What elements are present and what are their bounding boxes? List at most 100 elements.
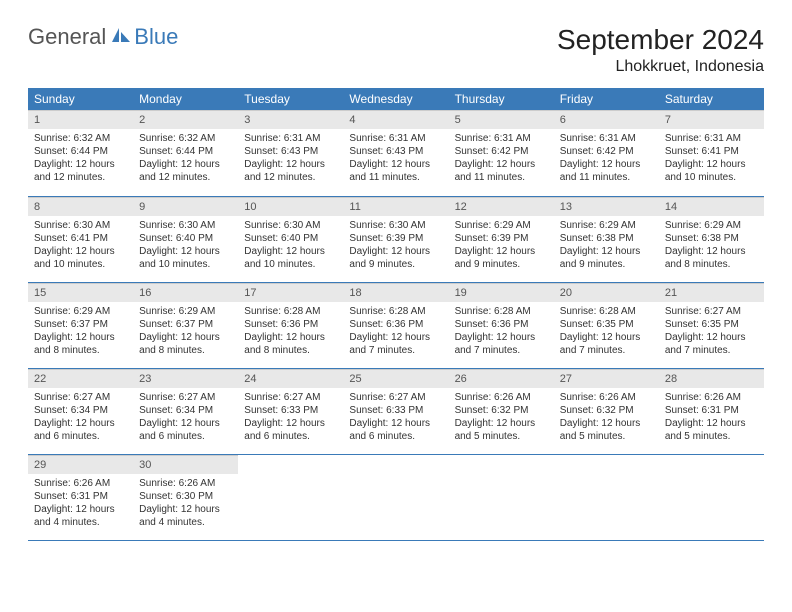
sunset-line: Sunset: 6:39 PM [349,232,442,245]
sunrise-line: Sunrise: 6:29 AM [139,305,232,318]
day-number: 27 [554,369,659,388]
sunset-line: Sunset: 6:43 PM [349,145,442,158]
sunset-line: Sunset: 6:40 PM [244,232,337,245]
sunset-line: Sunset: 6:35 PM [665,318,758,331]
sunrise-line: Sunrise: 6:30 AM [34,219,127,232]
sunset-line: Sunset: 6:43 PM [244,145,337,158]
calendar-day-cell: 12Sunrise: 6:29 AMSunset: 6:39 PMDayligh… [449,196,554,282]
day-content: Sunrise: 6:30 AMSunset: 6:40 PMDaylight:… [238,216,343,275]
calendar-day-cell: 18Sunrise: 6:28 AMSunset: 6:36 PMDayligh… [343,282,448,368]
location: Lhokkruet, Indonesia [557,58,764,76]
daylight-line: Daylight: 12 hours and 5 minutes. [665,417,758,443]
sunrise-line: Sunrise: 6:26 AM [455,391,548,404]
daylight-line: Daylight: 12 hours and 7 minutes. [455,331,548,357]
calendar-day-cell: 29Sunrise: 6:26 AMSunset: 6:31 PMDayligh… [28,454,133,540]
calendar-day-cell: 6Sunrise: 6:31 AMSunset: 6:42 PMDaylight… [554,110,659,196]
day-number: 13 [554,197,659,216]
calendar-week-row: 29Sunrise: 6:26 AMSunset: 6:31 PMDayligh… [28,454,764,540]
sunset-line: Sunset: 6:37 PM [139,318,232,331]
day-content: Sunrise: 6:27 AMSunset: 6:35 PMDaylight:… [659,302,764,361]
daylight-line: Daylight: 12 hours and 7 minutes. [560,331,653,357]
day-content: Sunrise: 6:26 AMSunset: 6:32 PMDaylight:… [449,388,554,447]
calendar-day-cell: 20Sunrise: 6:28 AMSunset: 6:35 PMDayligh… [554,282,659,368]
sunrise-line: Sunrise: 6:27 AM [349,391,442,404]
day-content: Sunrise: 6:32 AMSunset: 6:44 PMDaylight:… [133,129,238,188]
sunrise-line: Sunrise: 6:31 AM [244,132,337,145]
sunrise-line: Sunrise: 6:26 AM [665,391,758,404]
daylight-line: Daylight: 12 hours and 8 minutes. [244,331,337,357]
day-number: 10 [238,197,343,216]
sunrise-line: Sunrise: 6:29 AM [455,219,548,232]
daylight-line: Daylight: 12 hours and 9 minutes. [560,245,653,271]
sunrise-line: Sunrise: 6:27 AM [244,391,337,404]
sunrise-line: Sunrise: 6:29 AM [665,219,758,232]
sunset-line: Sunset: 6:31 PM [34,490,127,503]
daylight-line: Daylight: 12 hours and 11 minutes. [349,158,442,184]
calendar-day-cell: 4Sunrise: 6:31 AMSunset: 6:43 PMDaylight… [343,110,448,196]
sunrise-line: Sunrise: 6:30 AM [244,219,337,232]
day-content: Sunrise: 6:30 AMSunset: 6:39 PMDaylight:… [343,216,448,275]
calendar-day-cell: 27Sunrise: 6:26 AMSunset: 6:32 PMDayligh… [554,368,659,454]
day-number: 29 [28,455,133,474]
day-number: 6 [554,110,659,129]
calendar-day-cell: 10Sunrise: 6:30 AMSunset: 6:40 PMDayligh… [238,196,343,282]
calendar-day-cell: 11Sunrise: 6:30 AMSunset: 6:39 PMDayligh… [343,196,448,282]
calendar-day-cell: 2Sunrise: 6:32 AMSunset: 6:44 PMDaylight… [133,110,238,196]
day-content: Sunrise: 6:26 AMSunset: 6:30 PMDaylight:… [133,474,238,533]
sunset-line: Sunset: 6:30 PM [139,490,232,503]
day-content: Sunrise: 6:27 AMSunset: 6:34 PMDaylight:… [133,388,238,447]
calendar-day-cell: 3Sunrise: 6:31 AMSunset: 6:43 PMDaylight… [238,110,343,196]
daylight-line: Daylight: 12 hours and 9 minutes. [455,245,548,271]
day-number: 30 [133,455,238,474]
day-number: 7 [659,110,764,129]
calendar-day-cell: 19Sunrise: 6:28 AMSunset: 6:36 PMDayligh… [449,282,554,368]
daylight-line: Daylight: 12 hours and 10 minutes. [244,245,337,271]
day-number: 4 [343,110,448,129]
sunrise-line: Sunrise: 6:27 AM [665,305,758,318]
day-content: Sunrise: 6:31 AMSunset: 6:43 PMDaylight:… [238,129,343,188]
daylight-line: Daylight: 12 hours and 5 minutes. [455,417,548,443]
calendar-day-cell: 9Sunrise: 6:30 AMSunset: 6:40 PMDaylight… [133,196,238,282]
day-number: 9 [133,197,238,216]
day-number: 16 [133,283,238,302]
sunrise-line: Sunrise: 6:30 AM [349,219,442,232]
sunrise-line: Sunrise: 6:29 AM [560,219,653,232]
day-number: 24 [238,369,343,388]
daylight-line: Daylight: 12 hours and 11 minutes. [560,158,653,184]
day-number: 11 [343,197,448,216]
calendar-day-cell: .. [238,454,343,540]
calendar-day-cell: 28Sunrise: 6:26 AMSunset: 6:31 PMDayligh… [659,368,764,454]
sunset-line: Sunset: 6:39 PM [455,232,548,245]
sunrise-line: Sunrise: 6:28 AM [455,305,548,318]
daylight-line: Daylight: 12 hours and 6 minutes. [349,417,442,443]
daylight-line: Daylight: 12 hours and 7 minutes. [665,331,758,357]
sunset-line: Sunset: 6:44 PM [139,145,232,158]
daylight-line: Daylight: 12 hours and 8 minutes. [139,331,232,357]
calendar-day-cell: 26Sunrise: 6:26 AMSunset: 6:32 PMDayligh… [449,368,554,454]
day-content: Sunrise: 6:26 AMSunset: 6:31 PMDaylight:… [659,388,764,447]
day-content: Sunrise: 6:27 AMSunset: 6:34 PMDaylight:… [28,388,133,447]
weekday-header: Wednesday [343,88,448,110]
sunset-line: Sunset: 6:41 PM [665,145,758,158]
sunset-line: Sunset: 6:31 PM [665,404,758,417]
sunset-line: Sunset: 6:34 PM [34,404,127,417]
sunrise-line: Sunrise: 6:26 AM [560,391,653,404]
day-content: Sunrise: 6:32 AMSunset: 6:44 PMDaylight:… [28,129,133,188]
daylight-line: Daylight: 12 hours and 8 minutes. [665,245,758,271]
weekday-header: Friday [554,88,659,110]
day-number: 18 [343,283,448,302]
day-content: Sunrise: 6:26 AMSunset: 6:32 PMDaylight:… [554,388,659,447]
weekday-header: Tuesday [238,88,343,110]
sunset-line: Sunset: 6:38 PM [665,232,758,245]
sunrise-line: Sunrise: 6:32 AM [34,132,127,145]
day-content: Sunrise: 6:31 AMSunset: 6:42 PMDaylight:… [554,129,659,188]
calendar-day-cell: .. [343,454,448,540]
calendar-day-cell: 8Sunrise: 6:30 AMSunset: 6:41 PMDaylight… [28,196,133,282]
daylight-line: Daylight: 12 hours and 10 minutes. [665,158,758,184]
daylight-line: Daylight: 12 hours and 5 minutes. [560,417,653,443]
day-number: 17 [238,283,343,302]
calendar-day-cell: 13Sunrise: 6:29 AMSunset: 6:38 PMDayligh… [554,196,659,282]
weekday-header-row: Sunday Monday Tuesday Wednesday Thursday… [28,88,764,110]
weekday-header: Thursday [449,88,554,110]
logo: General Blue [28,24,178,50]
